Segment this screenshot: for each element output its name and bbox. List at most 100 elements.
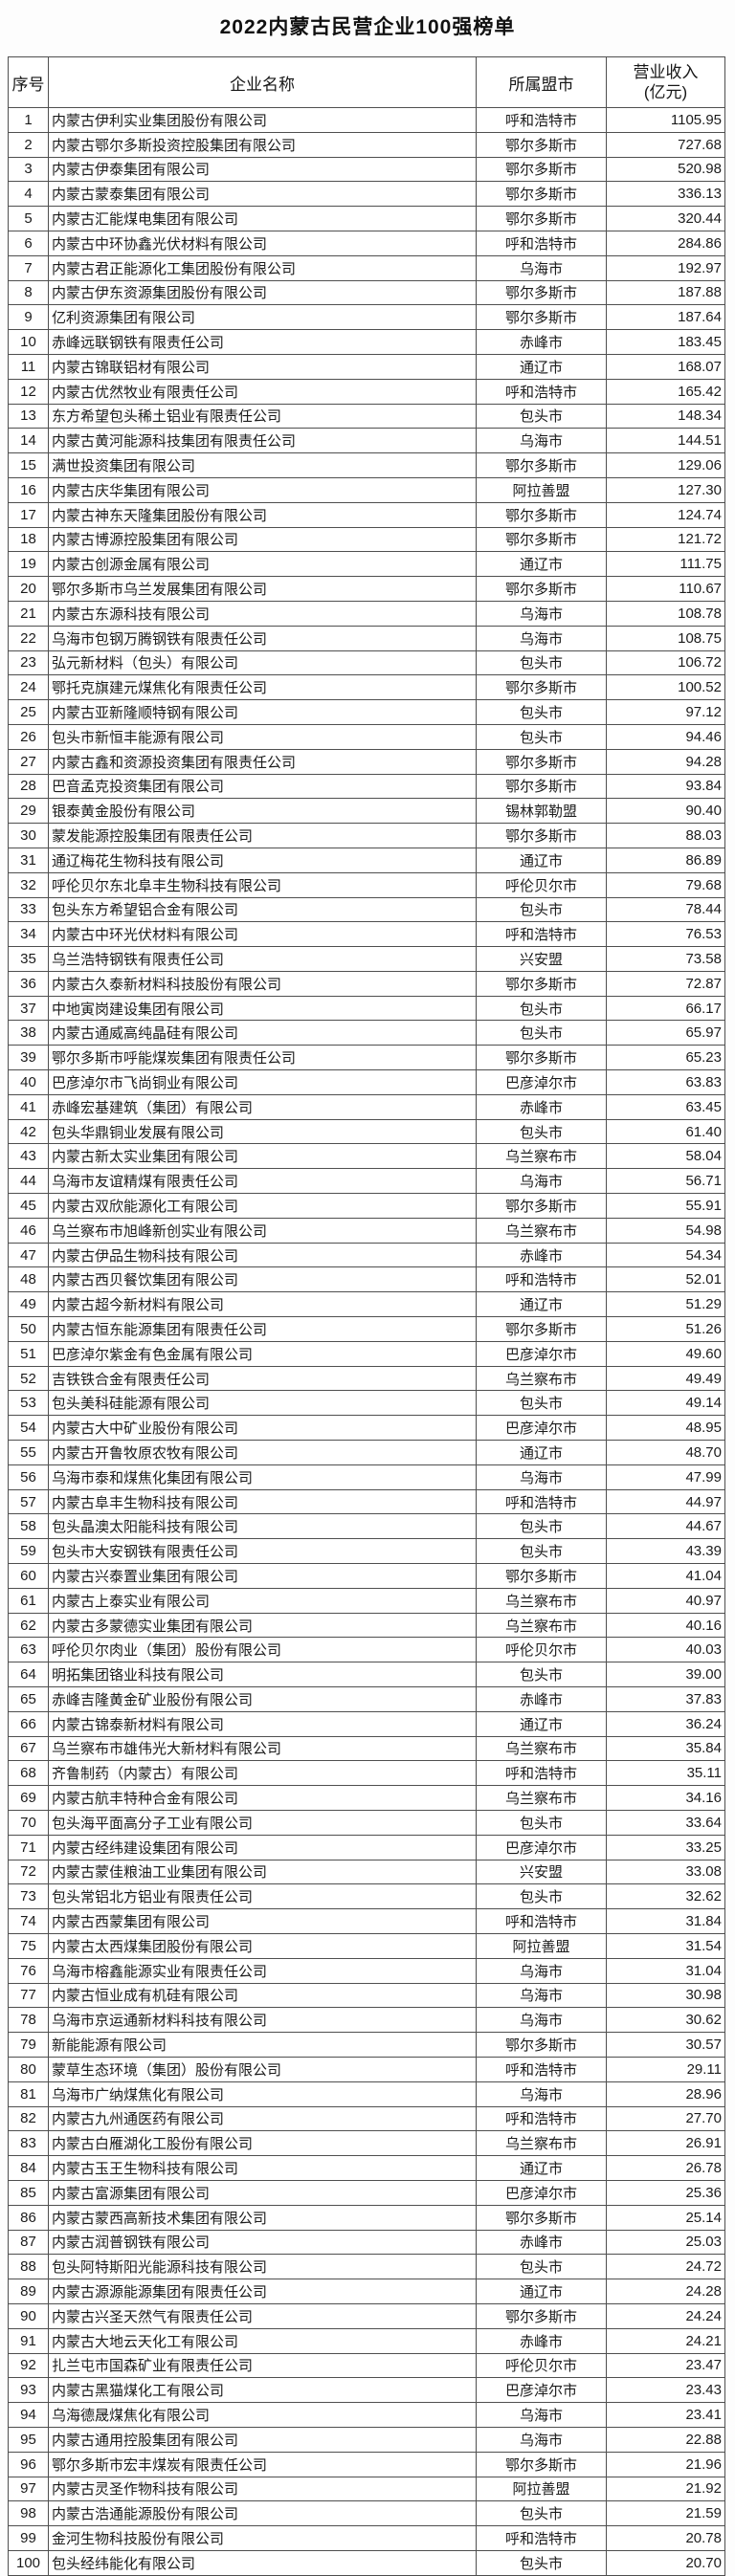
company-cell: 金河生物科技股份有限公司 (48, 2525, 477, 2551)
city-cell: 包头市 (476, 2549, 607, 2576)
revenue-cell: 52.01 (606, 1266, 725, 1293)
table-row: 17 内蒙古神东天隆集团股份有限公司 鄂尔多斯市 124.74 (8, 501, 725, 528)
rank-cell: 71 (8, 1834, 49, 1860)
city-cell: 包头市 (476, 1538, 607, 1565)
table-row: 85 内蒙古富源集团有限公司 巴彦淖尔市 25.36 (8, 2179, 725, 2206)
table-row: 36 内蒙古久泰新材料科技股份有限公司 鄂尔多斯市 72.87 (8, 970, 725, 997)
city-cell: 乌兰察布市 (476, 1785, 607, 1811)
company-cell: 乌海市泰和煤焦化集团有限公司 (48, 1464, 477, 1490)
table-row: 92 扎兰屯市国森矿业有限责任公司 呼伦贝尔市 23.47 (8, 2352, 725, 2379)
city-cell: 乌兰察布市 (476, 1735, 607, 1762)
table-row: 78 乌海市京运通新材料科技有限公司 乌海市 30.62 (8, 2007, 725, 2034)
company-cell: 内蒙古东源科技有限公司 (48, 600, 477, 627)
revenue-cell: 108.75 (606, 625, 725, 651)
table-row: 13 东方希望包头稀土铝业有限责任公司 包头市 148.34 (8, 403, 725, 429)
rank-cell: 96 (8, 2451, 49, 2477)
rank-cell: 75 (8, 1932, 49, 1959)
table-row: 30 蒙发能源控股集团有限责任公司 鄂尔多斯市 88.03 (8, 823, 725, 848)
city-cell: 包头市 (476, 650, 607, 676)
rank-cell: 74 (8, 1908, 49, 1934)
company-cell: 中地寅岗建设集团有限公司 (48, 995, 477, 1022)
city-cell: 呼和浩特市 (476, 378, 607, 405)
company-cell: 乌海市榕鑫能源实业有限责任公司 (48, 1957, 477, 1984)
header-company: 企业名称 (48, 56, 477, 108)
table-row: 88 包头阿特斯阳光能源科技有限公司 包头市 24.72 (8, 2254, 725, 2280)
company-cell: 包头东方希望铝合金有限公司 (48, 896, 477, 923)
city-cell: 乌兰察布市 (476, 1612, 607, 1639)
company-cell: 内蒙古阜丰生物科技有限公司 (48, 1488, 477, 1515)
table-row: 93 内蒙古黑猫煤化工有限公司 巴彦淖尔市 23.43 (8, 2377, 725, 2404)
city-cell: 呼和浩特市 (476, 1488, 607, 1515)
revenue-cell: 40.97 (606, 1587, 725, 1614)
table-row: 58 包头晶澳太阳能科技有限公司 包头市 44.67 (8, 1513, 725, 1540)
table-row: 68 齐鲁制药（内蒙古）有限公司 呼和浩特市 35.11 (8, 1760, 725, 1787)
revenue-cell: 21.92 (606, 2476, 725, 2502)
company-cell: 内蒙古超今新材料有限公司 (48, 1291, 477, 1318)
revenue-cell: 148.34 (606, 403, 725, 429)
city-cell: 呼和浩特市 (476, 230, 607, 256)
rank-cell: 56 (8, 1464, 49, 1490)
rank-cell: 85 (8, 2179, 49, 2206)
rank-cell: 34 (8, 921, 49, 948)
table-row: 90 内蒙古兴圣天然气有限责任公司 鄂尔多斯市 24.24 (8, 2302, 725, 2329)
revenue-cell: 165.42 (606, 378, 725, 405)
revenue-cell: 192.97 (606, 254, 725, 281)
table-row: 6 内蒙古中环协鑫光伏材料有限公司 呼和浩特市 284.86 (8, 230, 725, 256)
table-row: 4 内蒙古蒙泰集团有限公司 鄂尔多斯市 336.13 (8, 181, 725, 208)
table-row: 20 鄂尔多斯市乌兰发展集团有限公司 鄂尔多斯市 110.67 (8, 576, 725, 602)
table-row: 100 包头经纬能化有限公司 包头市 20.70 (8, 2549, 725, 2576)
city-cell: 鄂尔多斯市 (476, 279, 607, 306)
revenue-cell: 48.70 (606, 1440, 725, 1465)
city-cell: 通辽市 (476, 551, 607, 578)
rank-cell: 82 (8, 2105, 49, 2132)
company-cell: 鄂尔多斯市宏丰煤炭有限责任公司 (48, 2451, 477, 2477)
rank-cell: 20 (8, 576, 49, 602)
city-cell: 鄂尔多斯市 (476, 131, 607, 158)
company-cell: 内蒙古神东天隆集团股份有限公司 (48, 501, 477, 528)
city-cell: 鄂尔多斯市 (476, 748, 607, 775)
revenue-cell: 54.34 (606, 1242, 725, 1268)
rank-cell: 9 (8, 304, 49, 331)
company-cell: 内蒙古源源能源集团有限责任公司 (48, 2279, 477, 2304)
company-cell: 亿利资源集团有限公司 (48, 304, 477, 331)
revenue-cell: 27.70 (606, 2105, 725, 2132)
city-cell: 乌海市 (476, 1957, 607, 1984)
city-cell: 鄂尔多斯市 (476, 156, 607, 183)
city-cell: 阿拉善盟 (476, 1932, 607, 1959)
revenue-cell: 79.68 (606, 871, 725, 898)
revenue-cell: 187.64 (606, 304, 725, 331)
table-row: 79 新能能源有限公司 鄂尔多斯市 30.57 (8, 2032, 725, 2058)
rank-cell: 100 (8, 2549, 49, 2576)
company-cell: 赤峰远联钢铁有限责任公司 (48, 329, 477, 355)
table-row: 54 内蒙古大中矿业股份有限公司 巴彦淖尔市 48.95 (8, 1415, 725, 1442)
rank-cell: 3 (8, 156, 49, 183)
company-cell: 内蒙古蒙西高新技术集团有限公司 (48, 2204, 477, 2231)
rank-cell: 17 (8, 501, 49, 528)
revenue-cell: 31.84 (606, 1908, 725, 1934)
company-cell: 呼伦贝尔东北阜丰生物科技有限公司 (48, 871, 477, 898)
rank-cell: 78 (8, 2007, 49, 2034)
table-row: 65 赤峰吉隆黄金矿业股份有限公司 赤峰市 37.83 (8, 1686, 725, 1712)
rank-cell: 15 (8, 452, 49, 478)
table-row: 87 内蒙古润普钢铁有限公司 赤峰市 25.03 (8, 2229, 725, 2256)
rank-cell: 53 (8, 1390, 49, 1417)
table-row: 59 包头市大安钢铁有限责任公司 包头市 43.39 (8, 1538, 725, 1565)
table-header: 序号 企业名称 所属盟市 营业收入 (亿元) (8, 56, 725, 108)
city-cell: 阿拉善盟 (476, 2476, 607, 2502)
table-row: 8 内蒙古伊东资源集团股份有限公司 鄂尔多斯市 187.88 (8, 279, 725, 306)
table-row: 40 巴彦淖尔市飞尚铜业有限公司 巴彦淖尔市 63.83 (8, 1069, 725, 1095)
city-cell: 通辽市 (476, 847, 607, 873)
rank-cell: 23 (8, 650, 49, 676)
table-row: 66 内蒙古锦泰新材料有限公司 通辽市 36.24 (8, 1710, 725, 1737)
city-cell: 兴安盟 (476, 1859, 607, 1885)
revenue-cell: 25.14 (606, 2204, 725, 2231)
city-cell: 赤峰市 (476, 2229, 607, 2256)
rank-cell: 43 (8, 1143, 49, 1170)
revenue-cell: 32.62 (606, 1883, 725, 1910)
company-cell: 内蒙古恒业成有机硅有限公司 (48, 1982, 477, 2009)
rank-cell: 72 (8, 1859, 49, 1885)
table-row: 18 内蒙古博源控股集团有限公司 鄂尔多斯市 121.72 (8, 526, 725, 553)
city-cell: 乌海市 (476, 254, 607, 281)
revenue-cell: 44.97 (606, 1488, 725, 1515)
rank-cell: 10 (8, 329, 49, 355)
